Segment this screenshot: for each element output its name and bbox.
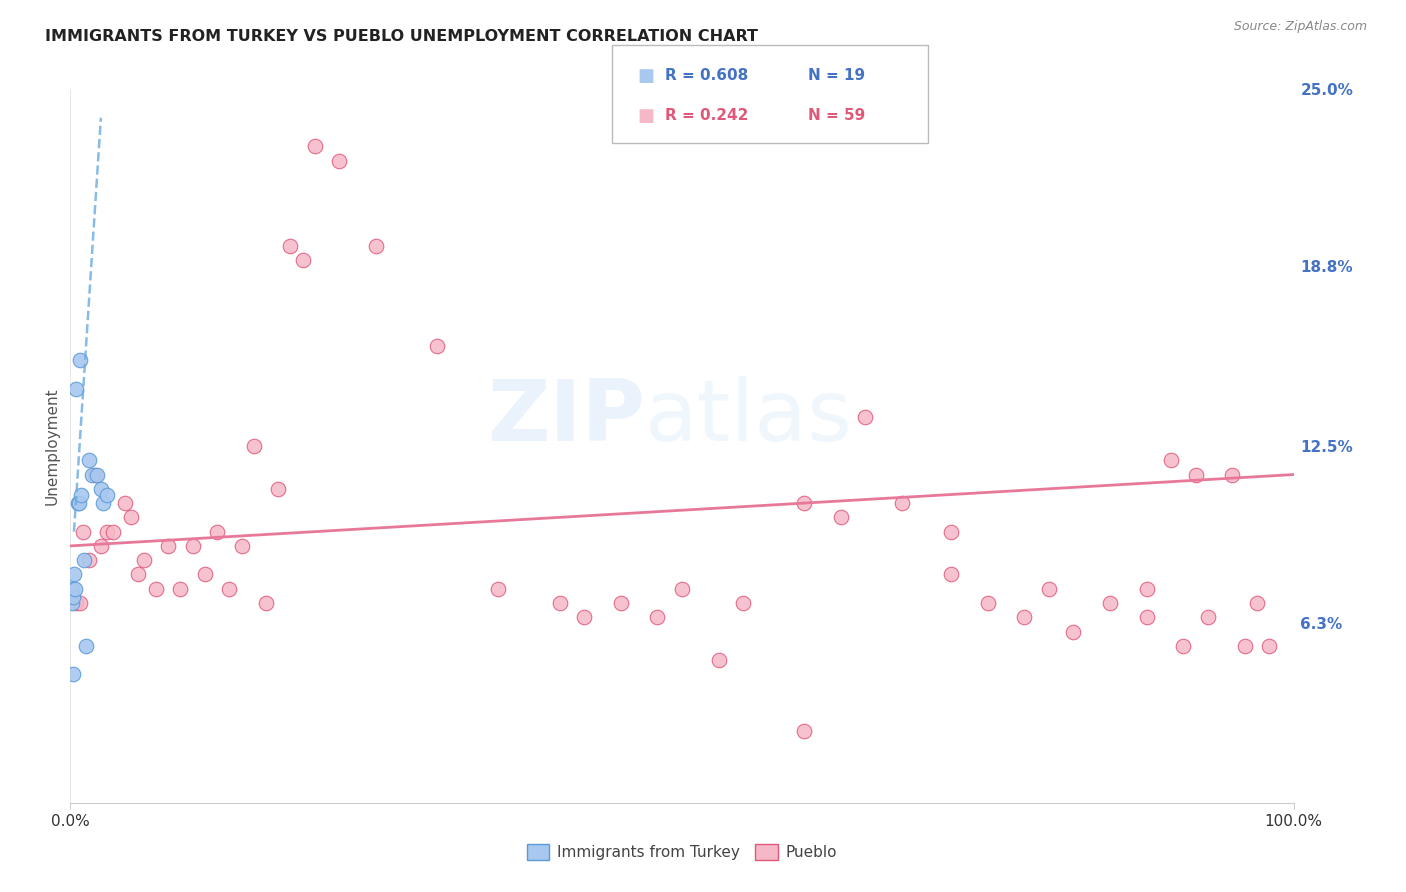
Point <box>939 567 962 582</box>
Text: ■: ■ <box>637 107 654 125</box>
Y-axis label: Unemployment: Unemployment <box>44 387 59 505</box>
Point <box>181 539 204 553</box>
Point <box>194 567 217 582</box>
Point <box>647 610 669 624</box>
Point <box>1014 610 1036 624</box>
Point <box>62 591 84 605</box>
Point <box>114 496 136 510</box>
Point <box>267 482 290 496</box>
Point <box>733 596 755 610</box>
Point <box>1062 624 1084 639</box>
Point <box>127 567 149 582</box>
Point <box>1038 582 1060 596</box>
Point <box>793 496 815 510</box>
Point <box>63 582 86 596</box>
Point <box>939 524 962 539</box>
Point <box>63 567 86 582</box>
Point <box>1136 610 1159 624</box>
Point <box>1184 467 1206 482</box>
Point <box>205 524 228 539</box>
Point <box>69 353 91 368</box>
Point <box>65 382 87 396</box>
Point <box>86 467 108 482</box>
Point <box>891 496 914 510</box>
Point <box>90 539 112 553</box>
Point <box>82 467 104 482</box>
Point <box>62 667 84 681</box>
Point <box>793 724 815 739</box>
Point <box>1136 582 1159 596</box>
Point <box>218 582 240 596</box>
Point <box>304 139 326 153</box>
Point <box>145 582 167 596</box>
Point <box>70 487 93 501</box>
Point <box>830 510 852 524</box>
Text: R = 0.608: R = 0.608 <box>665 69 748 83</box>
Point <box>254 596 277 610</box>
Point <box>90 482 112 496</box>
Legend: Immigrants from Turkey, Pueblo: Immigrants from Turkey, Pueblo <box>520 838 844 866</box>
Point <box>291 253 314 268</box>
Point <box>488 582 510 596</box>
Point <box>1099 596 1122 610</box>
Point <box>366 239 388 253</box>
Point <box>132 553 155 567</box>
Point <box>1160 453 1182 467</box>
Point <box>121 510 143 524</box>
Point <box>1173 639 1195 653</box>
Point <box>65 596 87 610</box>
Point <box>610 596 633 610</box>
Point <box>707 653 730 667</box>
Point <box>67 496 90 510</box>
Point <box>243 439 266 453</box>
Point <box>231 539 253 553</box>
Point <box>96 487 118 501</box>
Point <box>60 596 83 610</box>
Text: N = 19: N = 19 <box>808 69 866 83</box>
Point <box>169 582 191 596</box>
Point <box>1233 639 1256 653</box>
Point <box>426 339 449 353</box>
Text: ZIP: ZIP <box>488 376 645 459</box>
Point <box>855 410 877 425</box>
Point <box>671 582 693 596</box>
Point <box>1258 639 1281 653</box>
Text: ■: ■ <box>637 67 654 85</box>
Text: IMMIGRANTS FROM TURKEY VS PUEBLO UNEMPLOYMENT CORRELATION CHART: IMMIGRANTS FROM TURKEY VS PUEBLO UNEMPLO… <box>45 29 758 44</box>
Point <box>75 639 97 653</box>
Point <box>976 596 998 610</box>
Point <box>1220 467 1243 482</box>
Point <box>280 239 302 253</box>
Point <box>83 467 105 482</box>
Point <box>73 553 96 567</box>
Point <box>77 453 100 467</box>
Text: N = 59: N = 59 <box>808 109 866 123</box>
Point <box>157 539 180 553</box>
Point <box>96 524 118 539</box>
Point <box>60 582 83 596</box>
Point <box>77 553 100 567</box>
Point <box>548 596 571 610</box>
Point <box>69 596 91 610</box>
Point <box>1197 610 1219 624</box>
Point <box>72 524 94 539</box>
Point <box>66 496 89 510</box>
Point <box>328 153 350 168</box>
Point <box>572 610 595 624</box>
Text: atlas: atlas <box>645 376 853 459</box>
Text: R = 0.242: R = 0.242 <box>665 109 748 123</box>
Point <box>1246 596 1268 610</box>
Text: Source: ZipAtlas.com: Source: ZipAtlas.com <box>1233 20 1367 33</box>
Point <box>91 496 114 510</box>
Point <box>101 524 124 539</box>
